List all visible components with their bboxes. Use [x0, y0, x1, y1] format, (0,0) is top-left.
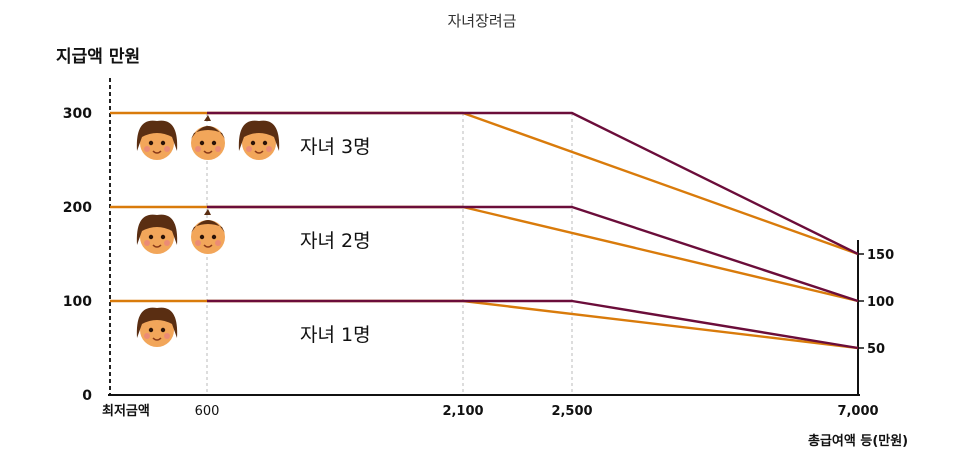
child-face-icon-2 — [238, 120, 280, 160]
right-label-0: 150 — [867, 248, 894, 263]
y-tick-label-3: 300 — [63, 106, 92, 122]
child-face-icon-0 — [136, 120, 178, 160]
child-face-icon-4 — [191, 209, 225, 254]
y-tick-label-0: 0 — [82, 388, 92, 404]
series-line-3 — [207, 205, 859, 303]
child-faces — [136, 115, 280, 347]
x-tick-labels: 최저금액 600 2,100 2,500 7,000 — [102, 404, 879, 419]
x-tick-label-2: 2,100 — [442, 404, 483, 419]
y-tick-label-2: 200 — [63, 200, 92, 216]
right-label-2: 50 — [867, 342, 885, 357]
annotation-1: 자녀 2명 — [300, 230, 371, 252]
series-line-1 — [207, 111, 859, 256]
x-tick-label-1: 600 — [195, 404, 220, 419]
child-face-icon-3 — [136, 214, 178, 254]
y-tick-labels: 0 100 200 300 — [63, 106, 92, 404]
series-line-2 — [110, 205, 859, 303]
x-tick-label-4: 7,000 — [837, 404, 878, 419]
child-face-icon-5 — [136, 307, 178, 347]
gridlines — [206, 113, 573, 395]
x-tick-label-3: 2,500 — [551, 404, 592, 419]
y-axis-label: 지급액 만원 — [56, 47, 141, 67]
series-line-4 — [110, 299, 859, 350]
annotation-2: 자녀 1명 — [300, 324, 371, 346]
series-line-5 — [207, 299, 859, 350]
legend-single-income: 홑벌이가구 — [427, 435, 487, 451]
child-face-icon-1 — [191, 115, 225, 160]
legend-dual-income: 맞벌이가구 — [547, 435, 608, 451]
series-lines — [110, 111, 859, 350]
annotation-0: 자녀 3명 — [300, 136, 371, 158]
chart-title: 자녀장려금 — [447, 12, 517, 30]
axes — [108, 78, 860, 396]
right-value-labels: 150 100 50 — [858, 248, 894, 357]
x-axis-label: 총급여액 등(만원) — [808, 434, 909, 449]
y-tick-label-1: 100 — [63, 294, 92, 310]
right-label-1: 100 — [867, 295, 894, 310]
x-tick-label-0: 최저금액 — [102, 404, 150, 419]
